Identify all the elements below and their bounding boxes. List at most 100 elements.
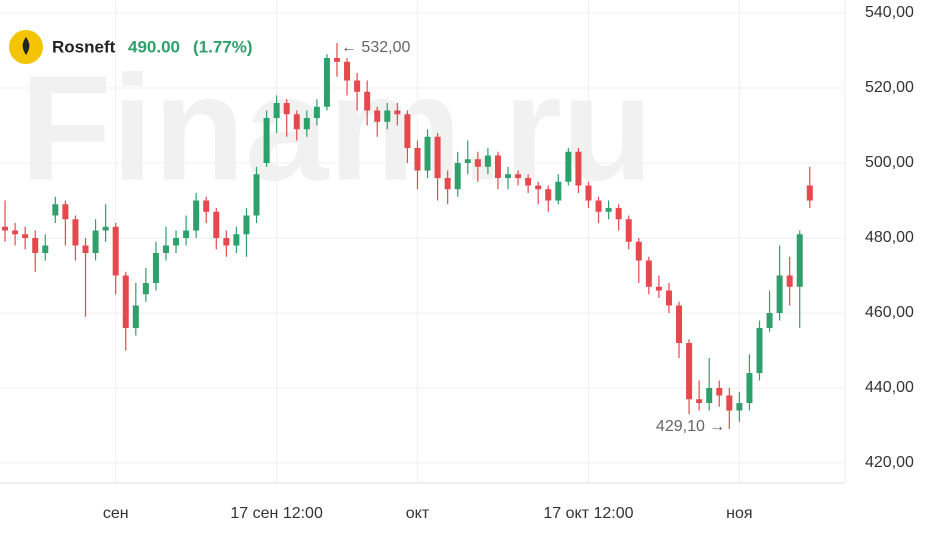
y-tick-label: 440,00 — [865, 379, 914, 396]
candle-body — [635, 241, 642, 261]
candle-body — [696, 399, 703, 404]
candle-body — [132, 305, 139, 329]
candle-body — [565, 151, 572, 182]
ticker-name: Rosneft — [52, 37, 116, 56]
candle-body — [273, 103, 280, 119]
candle-body — [645, 260, 652, 287]
candle-body — [303, 118, 310, 130]
candles — [2, 43, 813, 429]
candle-body — [62, 204, 69, 220]
candle-body — [716, 388, 723, 396]
candle-body — [283, 103, 290, 115]
logo-icon — [22, 37, 30, 55]
candle-body — [173, 238, 180, 246]
candle-body — [766, 313, 773, 329]
candle-body — [313, 106, 320, 119]
candle-body — [152, 253, 159, 284]
candle-body — [22, 234, 29, 239]
candle-body — [454, 163, 461, 190]
candle-body — [82, 245, 89, 254]
candle-body — [52, 204, 59, 216]
candle-body — [162, 245, 169, 254]
candle-body — [384, 110, 391, 122]
candle-body — [474, 159, 481, 167]
candle-body — [484, 155, 491, 167]
candle-body — [676, 305, 683, 344]
candle-body — [394, 110, 401, 115]
candle-body — [464, 159, 471, 164]
candle-body — [213, 211, 220, 239]
candle-body — [333, 58, 340, 62]
candle-body — [605, 208, 612, 212]
candle-body — [42, 245, 49, 254]
candle-body — [786, 275, 793, 287]
candle-body — [364, 91, 371, 111]
candle-body — [746, 373, 753, 404]
candle-body — [625, 219, 632, 242]
candle-body — [142, 283, 149, 295]
y-tick-label: 520,00 — [865, 79, 914, 96]
candle-body — [726, 395, 733, 411]
candle-body — [575, 151, 582, 186]
y-tick-label: 540,00 — [865, 4, 914, 21]
candle-body — [525, 178, 532, 186]
candle-body — [12, 230, 19, 235]
candle-body — [555, 181, 562, 201]
candle-body — [444, 178, 451, 190]
candle-body — [434, 136, 441, 179]
candle-body — [414, 148, 421, 171]
candle-body — [515, 174, 522, 179]
ticker-price: 490.00 — [128, 37, 180, 56]
y-tick-label: 420,00 — [865, 454, 914, 471]
candle-body — [112, 226, 119, 276]
candle-body — [203, 200, 210, 212]
candle-body — [243, 215, 250, 235]
candle-body — [72, 219, 79, 246]
candle-body — [193, 200, 200, 231]
candle-body — [535, 185, 542, 190]
candle-body — [253, 174, 260, 216]
annotation: ← 532,00 — [341, 39, 410, 56]
candle-body — [665, 290, 672, 306]
y-tick-label: 460,00 — [865, 304, 914, 321]
y-tick-label: 480,00 — [865, 229, 914, 246]
x-tick-label: 17 сен 12:00 — [230, 505, 323, 522]
x-tick-label: 17 окт 12:00 — [543, 505, 633, 522]
ticker-change: (1.77%) — [193, 37, 253, 56]
candle-body — [223, 238, 230, 246]
candle-body — [796, 234, 803, 287]
y-tick-label: 500,00 — [865, 154, 914, 171]
grid — [0, 0, 845, 483]
candle-body — [263, 118, 270, 164]
x-tick-label: ноя — [726, 505, 752, 522]
candle-body — [686, 343, 693, 400]
candle-body — [404, 114, 411, 149]
annotation: 429,10 → — [656, 418, 725, 435]
candle-body — [585, 185, 592, 201]
x-tick-label: сен — [103, 505, 129, 522]
candle-body — [655, 286, 662, 291]
candle-body — [595, 200, 602, 212]
candle-body — [615, 208, 622, 220]
candle-body — [545, 189, 552, 201]
x-tick-label: окт — [406, 505, 430, 522]
candle-body — [706, 388, 713, 404]
candle-body — [102, 226, 109, 231]
candle-body — [776, 275, 783, 314]
candle-body — [344, 61, 351, 81]
candle-body — [183, 230, 190, 239]
candle-body — [736, 403, 743, 411]
candle-body — [233, 234, 240, 246]
candle-body — [806, 185, 813, 201]
candle-body — [122, 275, 129, 329]
candle-body — [494, 155, 501, 179]
candle-body — [374, 110, 381, 122]
candle-body — [505, 174, 512, 179]
candle-body — [323, 58, 330, 107]
candle-body — [424, 136, 431, 171]
candle-body — [756, 328, 763, 374]
candle-body — [32, 238, 39, 254]
candle-body — [293, 114, 300, 130]
